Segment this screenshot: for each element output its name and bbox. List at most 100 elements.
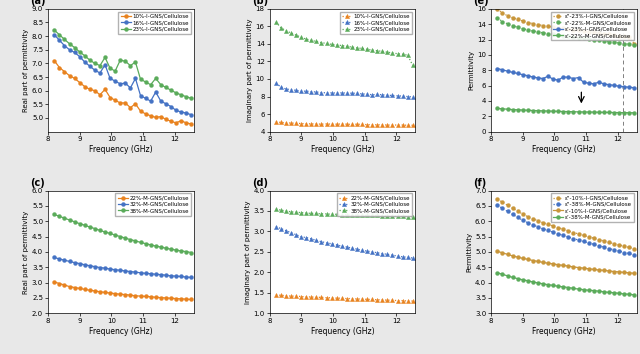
Legend: ε"-23%-I-GNS/Cellulose, ε"-22%-M-GNS/Cellulose, ε’-23%-I-GNS/Cellulose, ε’-22%-M: ε"-23%-I-GNS/Cellulose, ε"-22%-M-GNS/Cel… bbox=[551, 12, 634, 40]
ε"-23%-I-GNS/Cellulose bbox=[509, 16, 516, 20]
ε"-22%-M-GNS/Cellulose bbox=[559, 34, 567, 38]
ε’-23%-I-GNS/Cellulose bbox=[544, 74, 552, 78]
23%-I-GNS/Cellulose bbox=[292, 33, 300, 37]
ε’-23%-I-GNS/Cellulose bbox=[580, 80, 588, 85]
38%-M-GNS/Cellulose bbox=[333, 212, 340, 216]
Y-axis label: Permittivity: Permittivity bbox=[468, 50, 474, 90]
ε"-23%-I-GNS/Cellulose bbox=[499, 11, 506, 15]
10%-I-GNS/Cellulose bbox=[61, 69, 68, 74]
ε’-23%-I-GNS/Cellulose bbox=[605, 82, 612, 87]
32%-M-GNS/Cellulose bbox=[76, 262, 84, 266]
ε’-22%-M-GNS/Cellulose bbox=[504, 107, 511, 111]
32%-M-GNS/Cellulose bbox=[277, 227, 285, 231]
38%-M-GNS/Cellulose bbox=[132, 239, 140, 243]
Text: (d): (d) bbox=[252, 178, 268, 188]
ε"-10%-I-GNS/Cellulose bbox=[625, 245, 633, 250]
ε"-10%-I-GNS/Cellulose bbox=[600, 239, 608, 243]
23%-I-GNS/Cellulose bbox=[157, 82, 164, 87]
38%-M-GNS/Cellulose bbox=[287, 210, 295, 214]
ε’-38%-M-GNS/Cellulose bbox=[580, 287, 588, 292]
23%-I-GNS/Cellulose bbox=[137, 77, 145, 81]
ε"-38%-M-GNS/Cellulose bbox=[524, 221, 532, 225]
ε’-10%-I-GNS/Cellulose bbox=[554, 263, 562, 267]
ε’-38%-M-GNS/Cellulose bbox=[595, 289, 603, 293]
ε’-10%-I-GNS/Cellulose bbox=[519, 256, 527, 261]
32%-M-GNS/Cellulose bbox=[167, 274, 175, 278]
ε’-23%-I-GNS/Cellulose bbox=[549, 77, 557, 81]
10%-I-GNS/Cellulose bbox=[409, 123, 417, 127]
ε’-22%-M-GNS/Cellulose bbox=[610, 110, 618, 115]
32%-M-GNS/Cellulose bbox=[101, 266, 109, 270]
ε"-38%-M-GNS/Cellulose bbox=[519, 218, 527, 222]
Y-axis label: Real part of permittivity: Real part of permittivity bbox=[23, 29, 29, 112]
16%-I-GNS/Cellulose bbox=[66, 48, 74, 52]
10%-I-GNS/Cellulose bbox=[287, 121, 295, 125]
ε"-23%-I-GNS/Cellulose bbox=[493, 7, 501, 11]
32%-M-GNS/Cellulose bbox=[81, 263, 88, 267]
23%-I-GNS/Cellulose bbox=[369, 48, 376, 52]
10%-I-GNS/Cellulose bbox=[399, 123, 406, 127]
ε"-38%-M-GNS/Cellulose bbox=[615, 249, 623, 253]
23%-I-GNS/Cellulose bbox=[328, 42, 335, 46]
23%-I-GNS/Cellulose bbox=[364, 47, 371, 51]
32%-M-GNS/Cellulose bbox=[137, 271, 145, 275]
16%-I-GNS/Cellulose bbox=[51, 33, 58, 37]
16%-I-GNS/Cellulose bbox=[272, 81, 280, 86]
X-axis label: Frequency (GHz): Frequency (GHz) bbox=[532, 145, 596, 154]
ε"-23%-I-GNS/Cellulose bbox=[559, 26, 567, 30]
Text: (c): (c) bbox=[31, 178, 45, 188]
ε’-38%-M-GNS/Cellulose bbox=[600, 290, 608, 294]
38%-M-GNS/Cellulose bbox=[388, 214, 396, 218]
ε’-22%-M-GNS/Cellulose bbox=[509, 108, 516, 112]
38%-M-GNS/Cellulose bbox=[167, 247, 175, 251]
10%-I-GNS/Cellulose bbox=[343, 122, 351, 126]
ε’-23%-I-GNS/Cellulose bbox=[499, 68, 506, 72]
ε’-10%-I-GNS/Cellulose bbox=[625, 271, 633, 275]
22%-M-GNS/Cellulose bbox=[404, 299, 412, 303]
ε’-38%-M-GNS/Cellulose bbox=[625, 292, 633, 296]
Line: 23%-I-GNS/Cellulose: 23%-I-GNS/Cellulose bbox=[274, 20, 415, 68]
32%-M-GNS/Cellulose bbox=[182, 275, 190, 279]
ε"-10%-I-GNS/Cellulose bbox=[595, 238, 603, 242]
ε"-22%-M-GNS/Cellulose bbox=[493, 16, 501, 20]
22%-M-GNS/Cellulose bbox=[71, 285, 79, 290]
23%-I-GNS/Cellulose bbox=[323, 41, 330, 46]
ε"-22%-M-GNS/Cellulose bbox=[564, 34, 572, 39]
22%-M-GNS/Cellulose bbox=[394, 298, 401, 303]
38%-M-GNS/Cellulose bbox=[373, 213, 381, 218]
ε’-38%-M-GNS/Cellulose bbox=[605, 290, 612, 295]
38%-M-GNS/Cellulose bbox=[162, 246, 170, 250]
22%-M-GNS/Cellulose bbox=[86, 288, 93, 292]
10%-I-GNS/Cellulose bbox=[388, 123, 396, 127]
Legend: ε"-10%-I-GNS/Cellulose, ε"-38%-M-GNS/Cellulose, ε’-10%-I-GNS/Cellulose, ε’-38%-M: ε"-10%-I-GNS/Cellulose, ε"-38%-M-GNS/Cel… bbox=[551, 193, 634, 222]
ε’-23%-I-GNS/Cellulose bbox=[504, 69, 511, 73]
23%-I-GNS/Cellulose bbox=[147, 82, 154, 87]
16%-I-GNS/Cellulose bbox=[409, 95, 417, 99]
ε"-10%-I-GNS/Cellulose bbox=[630, 247, 638, 251]
32%-M-GNS/Cellulose bbox=[177, 274, 185, 279]
10%-I-GNS/Cellulose bbox=[298, 121, 305, 126]
38%-M-GNS/Cellulose bbox=[272, 207, 280, 211]
Line: 16%-I-GNS/Cellulose: 16%-I-GNS/Cellulose bbox=[274, 81, 415, 99]
X-axis label: Frequency (GHz): Frequency (GHz) bbox=[89, 145, 153, 154]
16%-I-GNS/Cellulose bbox=[399, 94, 406, 98]
32%-M-GNS/Cellulose bbox=[188, 275, 195, 280]
ε’-38%-M-GNS/Cellulose bbox=[554, 284, 562, 289]
ε’-22%-M-GNS/Cellulose bbox=[590, 110, 598, 114]
10%-I-GNS/Cellulose bbox=[157, 114, 164, 119]
38%-M-GNS/Cellulose bbox=[328, 212, 335, 216]
ε’-10%-I-GNS/Cellulose bbox=[610, 269, 618, 274]
10%-I-GNS/Cellulose bbox=[182, 121, 190, 125]
16%-I-GNS/Cellulose bbox=[328, 91, 335, 95]
10%-I-GNS/Cellulose bbox=[358, 122, 366, 126]
ε’-10%-I-GNS/Cellulose bbox=[585, 267, 593, 271]
38%-M-GNS/Cellulose bbox=[96, 228, 104, 233]
38%-M-GNS/Cellulose bbox=[312, 211, 320, 216]
32%-M-GNS/Cellulose bbox=[373, 251, 381, 255]
ε"-38%-M-GNS/Cellulose bbox=[504, 209, 511, 213]
10%-I-GNS/Cellulose bbox=[106, 95, 114, 99]
ε’-10%-I-GNS/Cellulose bbox=[575, 266, 582, 270]
32%-M-GNS/Cellulose bbox=[409, 256, 417, 260]
32%-M-GNS/Cellulose bbox=[132, 270, 140, 274]
ε’-38%-M-GNS/Cellulose bbox=[575, 287, 582, 291]
